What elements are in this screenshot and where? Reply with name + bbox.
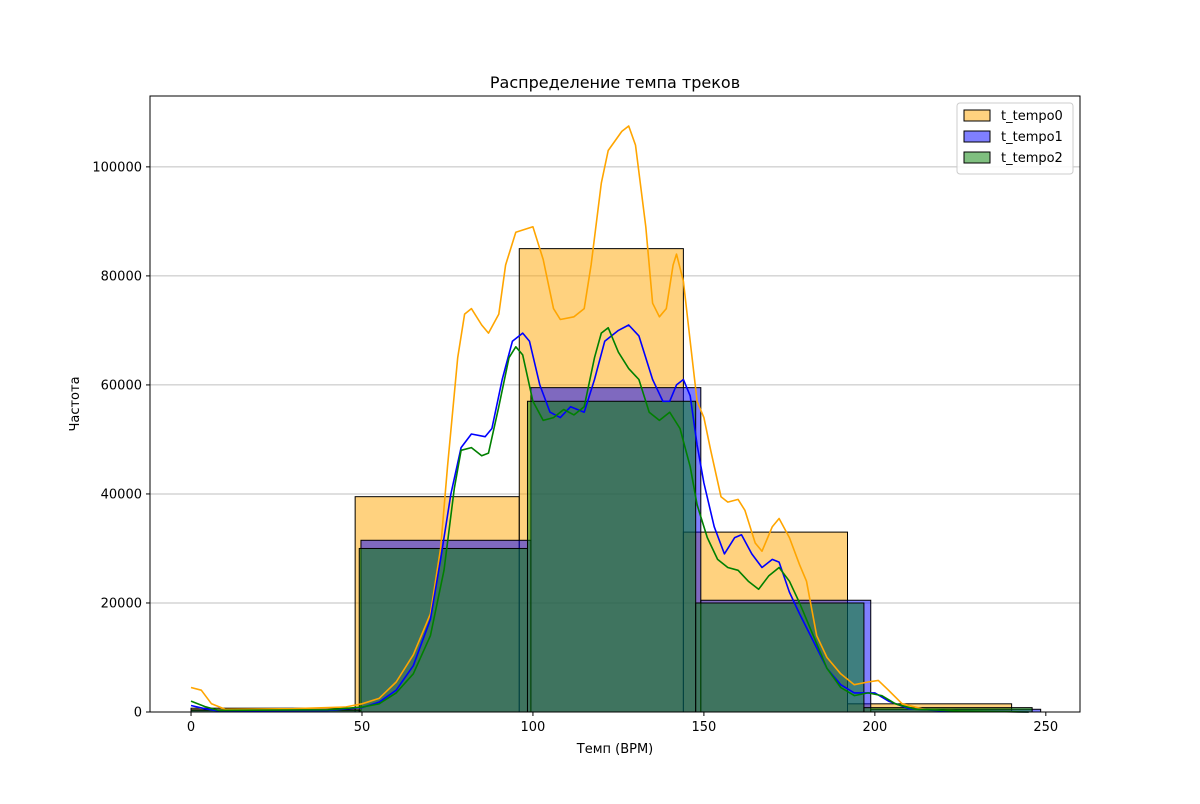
y-tick-label-0: 0 [134,706,142,721]
x-tick-label-3: 150 [691,720,716,735]
legend: t_tempo0 t_tempo1 t_tempo2 [956,102,1074,175]
x-axis: 0 50 100 150 200 250 [187,712,1058,735]
kde-curves [190,125,1029,713]
legend-label-t_tempo1: t_tempo1 [1001,130,1063,145]
y-axis: 0 20000 40000 60000 80000 100000 [92,160,150,721]
histogram-bars [190,248,1042,713]
x-tick-label-5: 250 [1033,720,1058,735]
legend-label-t_tempo0: t_tempo0 [1001,109,1063,124]
bar-t_tempo2-2 [526,400,697,713]
legend-swatch-t_tempo2 [963,151,991,164]
y-tick-label-1: 20000 [101,596,142,611]
legend-swatch-t_tempo1 [963,130,991,143]
y-axis-label: Частота [68,376,83,431]
y-tick-label-4: 80000 [101,269,142,284]
x-tick-label-2: 100 [521,720,546,735]
x-tick-label-1: 50 [354,720,371,735]
x-tick-label-0: 0 [187,720,195,735]
legend-swatch-t_tempo0 [963,109,991,122]
y-tick-label-3: 60000 [101,378,142,393]
kde-line-t_tempo1 [190,324,1029,713]
y-tick-label-2: 40000 [101,487,142,502]
kde-line-t_tempo0 [190,125,1029,713]
chart-title: Распределение темпа треков [490,73,740,92]
kde-line-t_tempo2 [190,326,1029,713]
x-tick-label-4: 200 [862,720,887,735]
bar-t_tempo2-3 [695,602,865,713]
x-axis-label: Темп (BPM) [576,742,654,757]
legend-label-t_tempo2: t_tempo2 [1001,151,1063,166]
plot-frame [149,95,1081,713]
y-tick-label-5: 100000 [92,160,142,175]
